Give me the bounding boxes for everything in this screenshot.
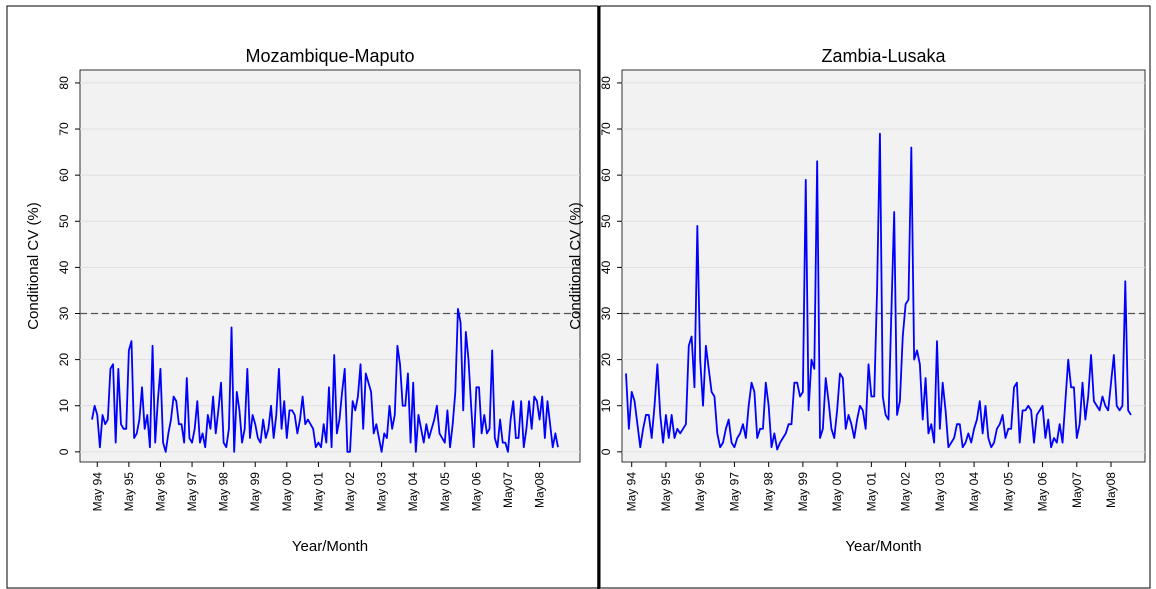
x-tick-label: May 04 — [406, 472, 420, 512]
x-tick-label: May 98 — [217, 472, 231, 512]
x-tick-label: May07 — [501, 472, 515, 508]
x-tick-label: May 94 — [90, 472, 104, 512]
x-tick-label: May 02 — [343, 472, 357, 512]
x-tick-label: May 01 — [311, 472, 325, 512]
x-tick-label: May08 — [533, 472, 547, 508]
x-tick-label: May 01 — [864, 472, 878, 512]
x-tick-label: May 00 — [830, 472, 844, 512]
y-tick-label: 70 — [57, 122, 71, 136]
x-tick-label: May 06 — [469, 472, 483, 512]
x-tick-label: May 97 — [185, 472, 199, 512]
x-tick-label: May 05 — [438, 472, 452, 512]
x-tick-label: May 05 — [1001, 472, 1015, 512]
y-tick-label: 70 — [599, 122, 613, 136]
y-tick-label: 60 — [57, 168, 71, 182]
x-tick-label: May 99 — [248, 472, 262, 512]
y-tick-label: 20 — [57, 353, 71, 367]
x-tick-label: May 96 — [693, 472, 707, 512]
x-tick-label: May 95 — [122, 472, 136, 512]
x-tick-label: May 99 — [796, 472, 810, 512]
x-axis-label: Year/Month — [845, 538, 921, 555]
x-tick-label: May08 — [1104, 472, 1118, 508]
data-line — [625, 132, 1132, 451]
x-tick-label: May 95 — [659, 472, 673, 512]
y-tick-label: 10 — [599, 399, 613, 413]
x-tick-label: May07 — [1070, 472, 1084, 508]
x-tick-label: May 00 — [280, 472, 294, 512]
data-line — [91, 307, 559, 453]
x-tick-label: May 04 — [967, 472, 981, 512]
y-tick-label: 50 — [57, 214, 71, 228]
y-tick-label: 80 — [599, 76, 613, 90]
x-tick-label: May 98 — [762, 472, 776, 512]
y-tick-label: 20 — [599, 353, 613, 367]
y-tick-label: 30 — [599, 307, 613, 321]
x-tick-label: May 03 — [375, 472, 389, 512]
x-tick-label: May 03 — [933, 472, 947, 512]
x-tick-label: May 96 — [153, 472, 167, 512]
chart-title: Mozambique-Maputo — [245, 46, 414, 66]
y-tick-label: 60 — [599, 168, 613, 182]
x-tick-label: May 02 — [899, 472, 913, 512]
x-axis-label: Year/Month — [292, 538, 368, 555]
x-tick-label: May 97 — [727, 472, 741, 512]
y-tick-label: 40 — [57, 260, 71, 274]
y-tick-label: 40 — [599, 260, 613, 274]
y-tick-label: 0 — [599, 448, 613, 455]
y-axis-label: Conditional CV (%) — [25, 202, 42, 330]
y-tick-label: 30 — [57, 307, 71, 321]
x-tick-label: May 06 — [1036, 472, 1050, 512]
x-tick-label: May 94 — [625, 472, 639, 512]
y-axis-label: Conditional CV (%) — [567, 202, 584, 330]
chart-title: Zambia-Lusaka — [821, 46, 946, 66]
y-tick-label: 10 — [57, 399, 71, 413]
y-tick-label: 80 — [57, 76, 71, 90]
y-tick-label: 0 — [57, 448, 71, 455]
y-tick-label: 50 — [599, 214, 613, 228]
